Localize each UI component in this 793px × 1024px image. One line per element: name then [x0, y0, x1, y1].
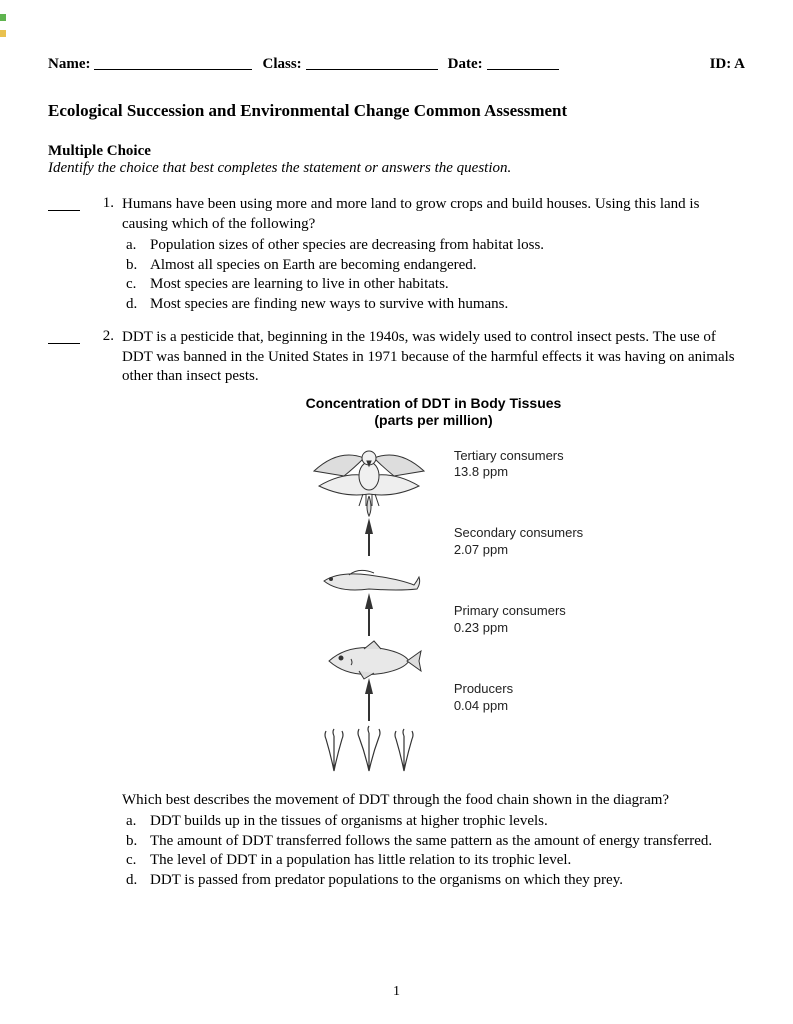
class-label: Class: — [262, 56, 301, 73]
question-intro: DDT is a pesticide that, beginning in th… — [122, 328, 745, 387]
page-title: Ecological Succession and Environmental … — [48, 101, 745, 121]
question-followup: Which best describes the movement of DDT… — [122, 791, 745, 811]
section-instructions: Identify the choice that best completes … — [48, 160, 745, 177]
producers-level: Producers 0.04 ppm — [454, 681, 583, 715]
id-label: ID: A — [710, 56, 745, 73]
choice-b: b.Almost all species on Earth are becomi… — [126, 256, 745, 276]
food-chain-diagram: Concentration of DDT in Body Tissues (pa… — [122, 395, 745, 781]
watermark-logo: LIVEWORKSHEETS — [0, 8, 6, 40]
choice-a: a.DDT builds up in the tissues of organi… — [126, 812, 745, 832]
choice-d: d.Most species are finding new ways to s… — [126, 295, 745, 315]
page-number: 1 — [0, 984, 793, 1000]
question-2: 2. DDT is a pesticide that, beginning in… — [48, 328, 745, 890]
header-row: Name: Class: Date: ID: A — [48, 56, 745, 73]
date-label: Date: — [448, 56, 483, 73]
name-blank[interactable] — [94, 56, 252, 70]
choice-a: a.Population sizes of other species are … — [126, 236, 745, 256]
choice-c: c.The level of DDT in a population has l… — [126, 851, 745, 871]
answer-blank-1[interactable] — [48, 199, 80, 211]
diagram-title-2: (parts per million) — [374, 412, 492, 428]
answer-blank-2[interactable] — [48, 332, 80, 344]
question-number: 1. — [94, 195, 114, 314]
choice-b: b.The amount of DDT transferred follows … — [126, 832, 745, 852]
diagram-title-1: Concentration of DDT in Body Tissues — [306, 395, 562, 411]
food-chain-svg — [284, 436, 454, 776]
question-1: 1. Humans have been using more and more … — [48, 195, 745, 314]
class-blank[interactable] — [306, 56, 438, 70]
tertiary-level: Tertiary consumers 13.8 ppm — [454, 448, 583, 482]
choice-c: c.Most species are learning to live in o… — [126, 275, 745, 295]
name-label: Name: — [48, 56, 90, 73]
question-text: Humans have been using more and more lan… — [122, 195, 745, 234]
secondary-level: Secondary consumers 2.07 ppm — [454, 525, 583, 559]
section-heading: Multiple Choice — [48, 143, 745, 160]
primary-level: Primary consumers 0.23 ppm — [454, 603, 583, 637]
choice-d: d.DDT is passed from predator population… — [126, 871, 745, 891]
date-blank[interactable] — [487, 56, 559, 70]
question-number: 2. — [94, 328, 114, 890]
